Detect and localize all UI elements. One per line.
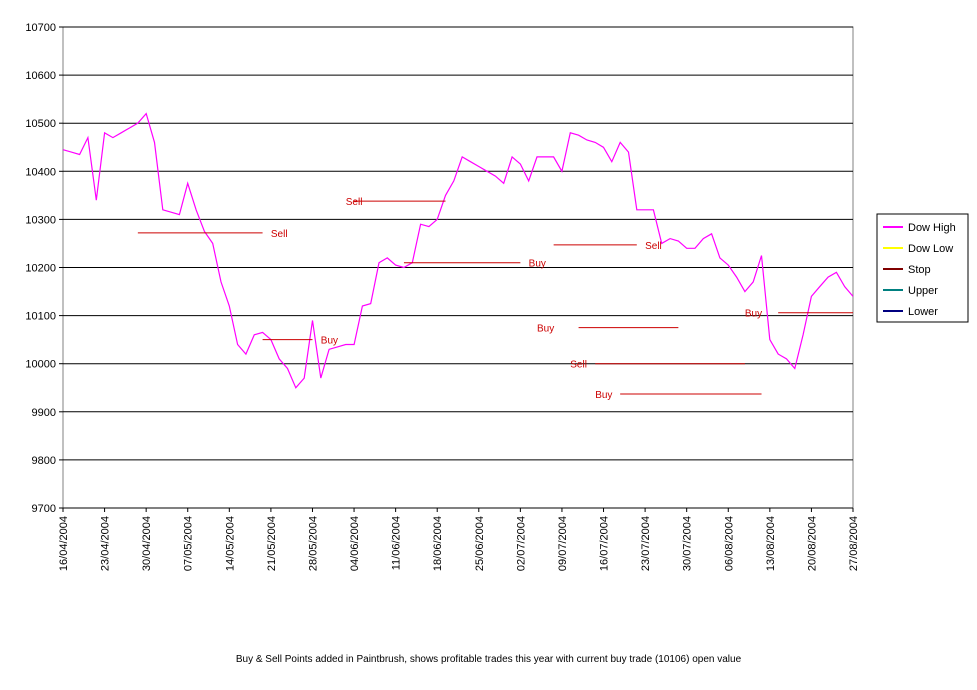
annotation-label-sell: Sell bbox=[570, 360, 587, 371]
x-tick-label: 02/07/2004 bbox=[515, 516, 527, 571]
y-tick-label: 10500 bbox=[25, 118, 56, 130]
y-tick-label: 9800 bbox=[32, 455, 56, 467]
annotation-label-buy: Buy bbox=[595, 390, 612, 401]
x-tick-label: 16/07/2004 bbox=[599, 516, 611, 571]
annotation-label-sell: Sell bbox=[346, 197, 363, 208]
x-tick-label: 25/06/2004 bbox=[474, 516, 486, 571]
x-tick-label: 14/05/2004 bbox=[224, 516, 236, 571]
legend-label: Dow High bbox=[908, 222, 956, 234]
annotation-label-sell: Sell bbox=[271, 229, 288, 240]
y-tick-label: 10400 bbox=[25, 166, 56, 178]
x-tick-label: 04/06/2004 bbox=[349, 516, 361, 571]
x-tick-label: 11/06/2004 bbox=[391, 516, 403, 570]
x-tick-label: 20/08/2004 bbox=[806, 516, 818, 571]
trade-annotations: Sell Buy Sell Buy Sell Buy Sell Buy Buy bbox=[137, 197, 853, 401]
x-tick-label: 13/08/2004 bbox=[765, 516, 777, 571]
series-line-dow-high bbox=[62, 112, 854, 389]
y-tick-label: 10100 bbox=[25, 311, 56, 323]
y-tick-label: 10600 bbox=[25, 70, 56, 82]
x-tick-label: 16/04/2004 bbox=[58, 516, 70, 571]
annotation-label-buy: Buy bbox=[321, 336, 338, 347]
legend-label: Dow Low bbox=[908, 243, 953, 255]
x-tick-label: 30/07/2004 bbox=[682, 516, 694, 571]
annotation-label-sell: Sell bbox=[645, 241, 662, 252]
legend-label: Stop bbox=[908, 264, 931, 276]
x-tick-label: 07/05/2004 bbox=[183, 516, 195, 571]
y-axis: 9700 9800 9900 10000 10100 10200 10300 10400 105… bbox=[25, 22, 63, 515]
series-lines bbox=[62, 112, 854, 389]
legend-label: Lower bbox=[908, 306, 938, 318]
annotation-label-buy: Buy bbox=[537, 324, 554, 335]
y-tick-label: 10700 bbox=[25, 22, 56, 34]
y-tick-label: 10000 bbox=[25, 359, 56, 371]
y-tick-label: 9900 bbox=[32, 407, 56, 419]
x-tick-label: 09/07/2004 bbox=[557, 516, 569, 571]
x-axis: 16/04/2004 23/04/2004 30/04/2004 07/05/2004… bbox=[58, 507, 860, 571]
x-tick-label: 28/05/2004 bbox=[307, 516, 319, 571]
x-tick-label: 27/08/2004 bbox=[848, 516, 860, 571]
x-tick-label: 23/07/2004 bbox=[640, 516, 652, 571]
y-tick-label: 9700 bbox=[32, 503, 56, 515]
legend-label: Upper bbox=[908, 285, 938, 297]
x-tick-label: 06/08/2004 bbox=[723, 516, 735, 571]
y-tick-label: 10200 bbox=[25, 263, 56, 275]
annotation-label-buy: Buy bbox=[529, 259, 546, 270]
x-tick-label: 21/05/2004 bbox=[266, 516, 278, 571]
legend: Dow High Dow Low Stop Upper Lower bbox=[876, 213, 969, 323]
x-tick-label: 23/04/2004 bbox=[100, 516, 112, 571]
annotation-label-buy: Buy bbox=[745, 309, 762, 320]
chart-caption: Buy & Sell Points added in Paintbrush, s… bbox=[235, 654, 742, 665]
y-tick-label: 10300 bbox=[25, 214, 56, 226]
x-tick-label: 18/06/2004 bbox=[432, 516, 444, 571]
x-tick-label: 30/04/2004 bbox=[141, 516, 153, 571]
